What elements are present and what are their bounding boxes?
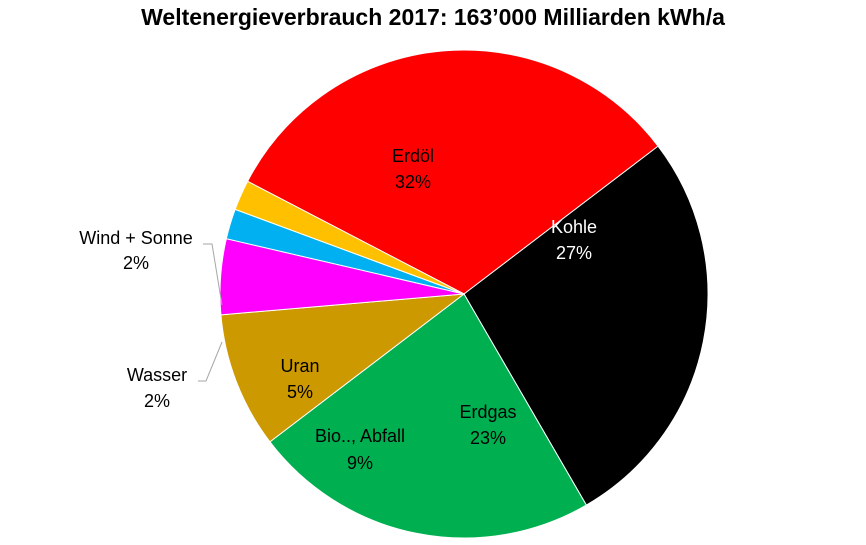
leader-wind-sonne	[203, 243, 223, 306]
label-value-uran: 5%	[287, 382, 313, 402]
slice-erdol	[246, 49, 659, 295]
label-name-wind-sonne: Wind + Sonne	[79, 228, 193, 248]
label-name-erdol: Erdöl	[392, 146, 434, 166]
pie-slices	[219, 49, 709, 539]
label-value-erdol: 32%	[395, 172, 431, 192]
label-value-bio-abfall: 9%	[347, 453, 373, 473]
label-value-wasser: 2%	[144, 391, 170, 411]
label-name-erdgas: Erdgas	[459, 402, 516, 422]
slice-bio-abfall	[220, 293, 466, 443]
leader-lines	[198, 243, 223, 382]
slice-labels: Erdöl 32% Kohle 27% Erdgas 23% Bio.., Abfall 9%…	[79, 146, 597, 473]
label-name-wasser: Wasser	[127, 365, 187, 385]
label-name-bio-abfall: Bio.., Abfall	[315, 426, 405, 446]
slice-erdgas	[269, 293, 588, 539]
label-name-uran: Uran	[280, 356, 319, 376]
slice-kohle	[463, 145, 709, 506]
label-name-kohle: Kohle	[551, 217, 597, 237]
label-value-kohle: 27%	[556, 243, 592, 263]
leader-wasser	[198, 341, 223, 382]
chart-title: Weltenergieverbrauch 2017: 163’000 Milli…	[141, 4, 725, 30]
label-value-erdgas: 23%	[470, 428, 506, 448]
label-value-wind-sonne: 2%	[123, 253, 149, 273]
slice-wind-sonne	[234, 180, 465, 295]
